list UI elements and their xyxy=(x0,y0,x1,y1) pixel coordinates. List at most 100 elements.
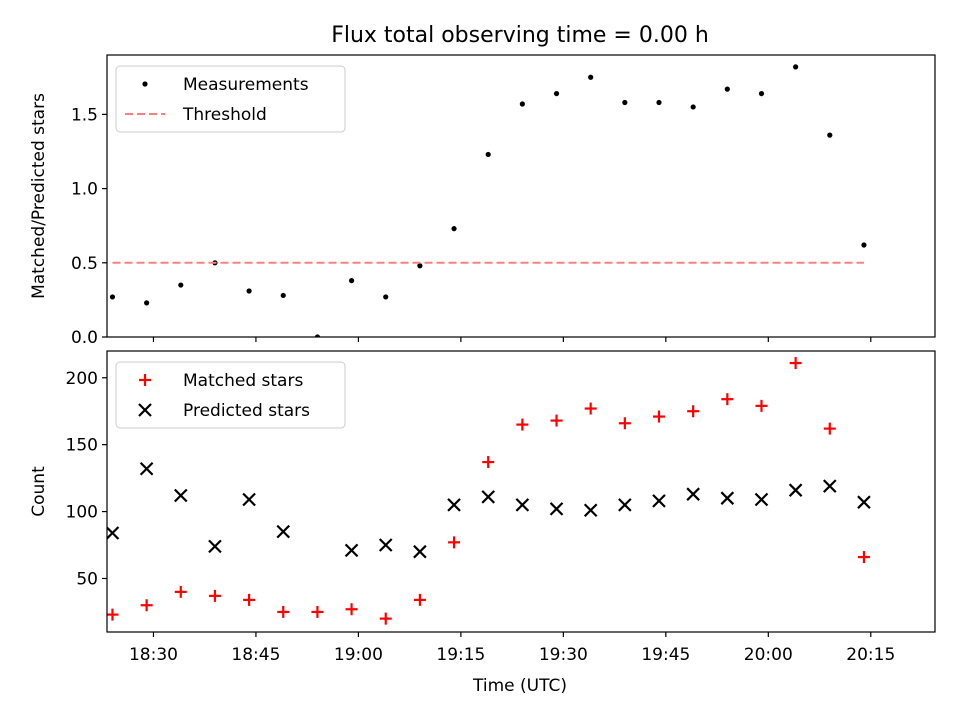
y-tick-label: 50 xyxy=(76,569,98,589)
matched-stars-marker xyxy=(789,357,802,370)
predicted-stars-marker xyxy=(618,498,632,512)
measurements-marker xyxy=(144,300,150,306)
predicted-stars-marker xyxy=(378,538,393,552)
plot-area xyxy=(107,357,871,651)
legend-label: Predicted stars xyxy=(183,401,310,421)
predicted-stars-marker xyxy=(311,639,323,651)
measurements-marker xyxy=(758,90,765,97)
measurements-marker xyxy=(246,288,252,294)
predicted-stars-marker xyxy=(242,492,256,507)
axes-frame xyxy=(106,54,936,338)
x-tick-label: 18:30 xyxy=(129,645,178,665)
predicted-stars-marker xyxy=(686,487,700,501)
chart-title: Flux total observing time = 0.00 h xyxy=(331,23,709,48)
matched-stars-marker xyxy=(482,456,495,469)
measurements-marker xyxy=(690,104,696,110)
predicted-stars-marker xyxy=(754,492,769,507)
matched-stars-marker xyxy=(550,414,563,427)
measurements-marker xyxy=(588,74,594,80)
x-axis-label: Time (UTC) xyxy=(472,676,567,696)
predicted-stars-marker xyxy=(107,526,120,540)
matched-stars-marker xyxy=(823,422,836,435)
bottom-panel: 50 100 150 200 Count 18:30 18:45 19:00 19:15 19:3… xyxy=(29,350,936,665)
y-tick-label: 0.0 xyxy=(71,328,98,348)
matched-stars-marker xyxy=(345,603,358,616)
predicted-stars-marker xyxy=(720,491,735,505)
predicted-stars-marker xyxy=(583,503,598,518)
matched-stars-marker xyxy=(413,593,426,606)
x-tick-label: 18:45 xyxy=(231,645,280,665)
legend-label: Measurements xyxy=(183,75,309,95)
matched-stars-marker xyxy=(379,612,392,625)
measurements-marker xyxy=(178,282,184,288)
predicted-stars-marker xyxy=(447,498,461,512)
x-tick-label: 19:30 xyxy=(539,645,588,665)
measurements-marker xyxy=(485,151,491,158)
predicted-stars-marker xyxy=(549,502,564,516)
predicted-stars-marker xyxy=(413,544,427,559)
x-tick-label: 19:45 xyxy=(641,645,690,665)
measurements-marker xyxy=(383,294,389,300)
x-tick-label: 20:00 xyxy=(744,645,793,665)
x-tick-label: 19:15 xyxy=(436,645,485,665)
legend-box xyxy=(115,65,346,133)
matched-stars-marker xyxy=(311,605,324,618)
x-tick-label: 19:00 xyxy=(334,645,383,665)
matched-stars-marker xyxy=(140,599,153,612)
matched-stars-marker xyxy=(721,393,734,406)
matched-stars-marker xyxy=(243,593,256,606)
legend-label: Threshold xyxy=(182,105,267,125)
predicted-stars-marker xyxy=(208,539,222,554)
matched-stars-marker xyxy=(448,536,461,549)
y-tick-label: 100 xyxy=(66,503,98,523)
matched-stars-marker xyxy=(653,410,665,423)
predicted-stars-marker xyxy=(515,498,530,512)
measurements-marker xyxy=(622,99,628,106)
matched-stars-marker xyxy=(208,589,221,602)
predicted-stars-marker xyxy=(344,543,359,558)
predicted-stars-marker xyxy=(788,483,803,497)
legend-swatch xyxy=(139,374,151,386)
predicted-stars-marker xyxy=(857,495,871,509)
measurements-marker xyxy=(656,99,662,106)
predicted-stars-marker xyxy=(174,488,188,503)
measurements-marker xyxy=(553,90,560,97)
measurements-marker xyxy=(417,263,423,269)
predicted-stars-marker xyxy=(276,524,291,539)
predicted-stars-marker xyxy=(481,490,495,504)
legend-swatch xyxy=(138,403,152,417)
y-tick-label: 1.0 xyxy=(71,180,98,200)
measurements-marker xyxy=(793,64,799,70)
matched-stars-marker xyxy=(755,399,768,412)
measurements-marker xyxy=(827,132,833,138)
measurements-marker xyxy=(861,242,867,248)
y-tick-label: 200 xyxy=(66,369,98,389)
y-tick-label: 0.5 xyxy=(71,254,98,274)
legend-box xyxy=(115,361,346,429)
measurements-marker xyxy=(314,334,321,337)
top-panel: 0.0 0.5 1.0 1.5 Matched/Predicted stars Measu… xyxy=(29,54,936,348)
matched-stars-marker xyxy=(857,551,870,564)
y-axis-label: Matched/Predicted stars xyxy=(29,93,49,299)
legend-label: Matched stars xyxy=(183,371,303,391)
matched-stars-marker xyxy=(584,402,597,415)
matched-stars-marker xyxy=(277,605,290,618)
y-tick-label: 150 xyxy=(66,436,98,456)
measurements-marker xyxy=(109,294,116,300)
matched-stars-marker xyxy=(174,585,187,598)
measurements-marker xyxy=(348,278,355,284)
matched-stars-marker xyxy=(107,608,119,621)
measurements-marker xyxy=(280,292,286,299)
predicted-stars-marker xyxy=(139,461,154,476)
legend-swatch xyxy=(142,81,148,87)
measurements-marker xyxy=(724,86,730,92)
matched-stars-marker xyxy=(618,417,631,430)
predicted-stars-marker xyxy=(823,479,837,493)
axes-frame xyxy=(106,350,936,633)
matched-stars-marker xyxy=(516,418,529,431)
predicted-stars-marker xyxy=(652,494,666,508)
x-tick-label: 20:15 xyxy=(846,645,895,665)
measurements-marker xyxy=(519,101,525,107)
plot-area xyxy=(109,64,867,337)
